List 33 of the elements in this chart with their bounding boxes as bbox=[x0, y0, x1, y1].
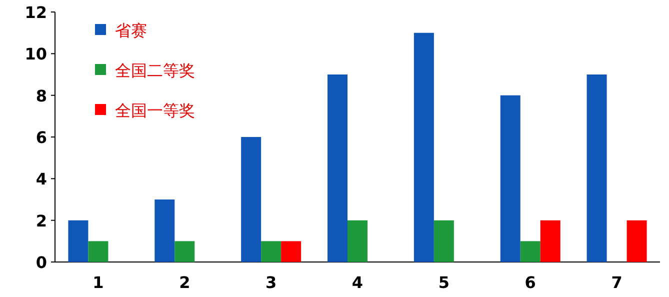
x-tick-label: 6 bbox=[524, 273, 536, 292]
y-tick-label: 8 bbox=[36, 86, 47, 106]
y-tick-label: 2 bbox=[36, 211, 47, 230]
y-tick-label: 6 bbox=[36, 128, 47, 147]
x-tick-label: 1 bbox=[92, 273, 104, 292]
y-tick-label: 4 bbox=[36, 170, 47, 189]
bar bbox=[540, 220, 560, 262]
bar bbox=[348, 220, 368, 262]
legend-label: 省赛 bbox=[115, 21, 147, 40]
legend-label: 全国一等奖 bbox=[115, 101, 195, 120]
bar bbox=[281, 241, 302, 262]
bar bbox=[500, 95, 520, 262]
bar bbox=[261, 241, 282, 262]
bar bbox=[88, 241, 108, 262]
bar bbox=[174, 241, 195, 262]
x-tick-label: 2 bbox=[179, 273, 190, 292]
x-tick-label: 7 bbox=[611, 273, 622, 292]
bar bbox=[520, 241, 540, 262]
bar bbox=[328, 74, 348, 262]
y-tick-label: 10 bbox=[24, 44, 47, 64]
bar bbox=[434, 220, 454, 262]
bar bbox=[68, 220, 88, 262]
y-tick-label: 12 bbox=[24, 3, 47, 22]
x-tick-label: 5 bbox=[438, 273, 450, 292]
y-tick-label: 0 bbox=[36, 253, 47, 272]
bar bbox=[154, 200, 175, 262]
bar bbox=[241, 137, 262, 262]
bar bbox=[414, 32, 434, 262]
legend-label: 全国二等奖 bbox=[115, 61, 195, 80]
x-tick-label: 3 bbox=[266, 273, 277, 292]
bar bbox=[586, 74, 607, 262]
bar bbox=[626, 220, 647, 262]
x-tick-label: 4 bbox=[352, 273, 364, 292]
